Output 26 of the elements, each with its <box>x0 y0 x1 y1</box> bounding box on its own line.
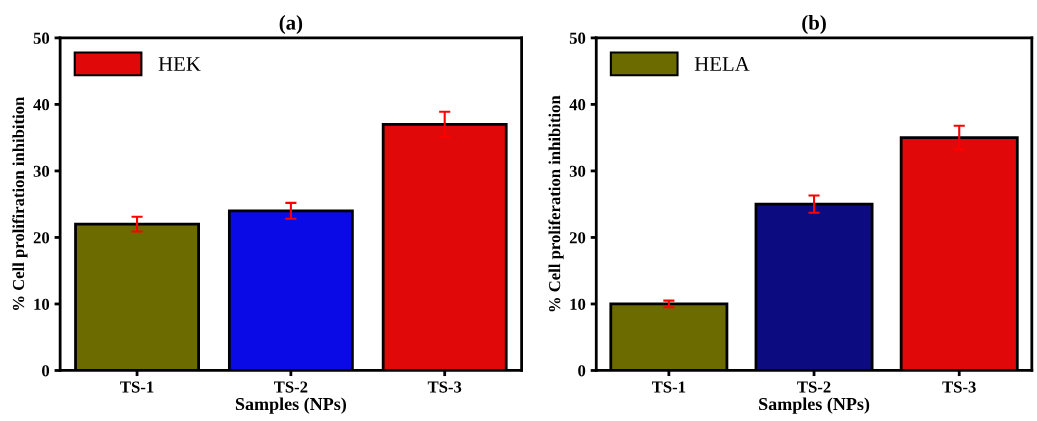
x-tick-label: TS-3 <box>942 381 976 393</box>
y-tick-label: 20 <box>569 232 586 244</box>
legend-label: HEK <box>158 57 201 71</box>
y-tick-label: 20 <box>33 232 50 244</box>
chart-title: (a) <box>279 15 303 34</box>
x-tick-label: TS-1 <box>120 381 154 393</box>
x-axis-title: Samples (NPs) <box>759 397 870 414</box>
legend-label: HELA <box>694 57 750 71</box>
y-tick-label: 30 <box>33 165 50 177</box>
y-tick-label: 50 <box>33 32 50 44</box>
x-tick-label: TS-3 <box>427 381 462 393</box>
y-axis-title: % Cell prolifiration inhibition <box>12 96 28 310</box>
y-tick-label: 0 <box>42 365 50 377</box>
y-tick-label: 10 <box>570 298 586 310</box>
chart-title: (b) <box>802 15 826 34</box>
x-tick-label: TS-2 <box>797 381 831 393</box>
y-axis-title: % Cell proliferation inhibition <box>548 95 564 312</box>
y-tick-label: 40 <box>33 99 50 111</box>
x-tick-label: TS-2 <box>274 381 308 393</box>
y-tick-label: 0 <box>578 365 586 377</box>
y-tick-label: 10 <box>34 298 50 310</box>
y-tick-label: 30 <box>569 165 586 177</box>
y-tick-label: 40 <box>569 99 586 111</box>
y-tick-label: 50 <box>569 32 586 44</box>
x-tick-label: TS-1 <box>651 381 686 393</box>
x-axis-title: Samples (NPs) <box>235 397 347 414</box>
